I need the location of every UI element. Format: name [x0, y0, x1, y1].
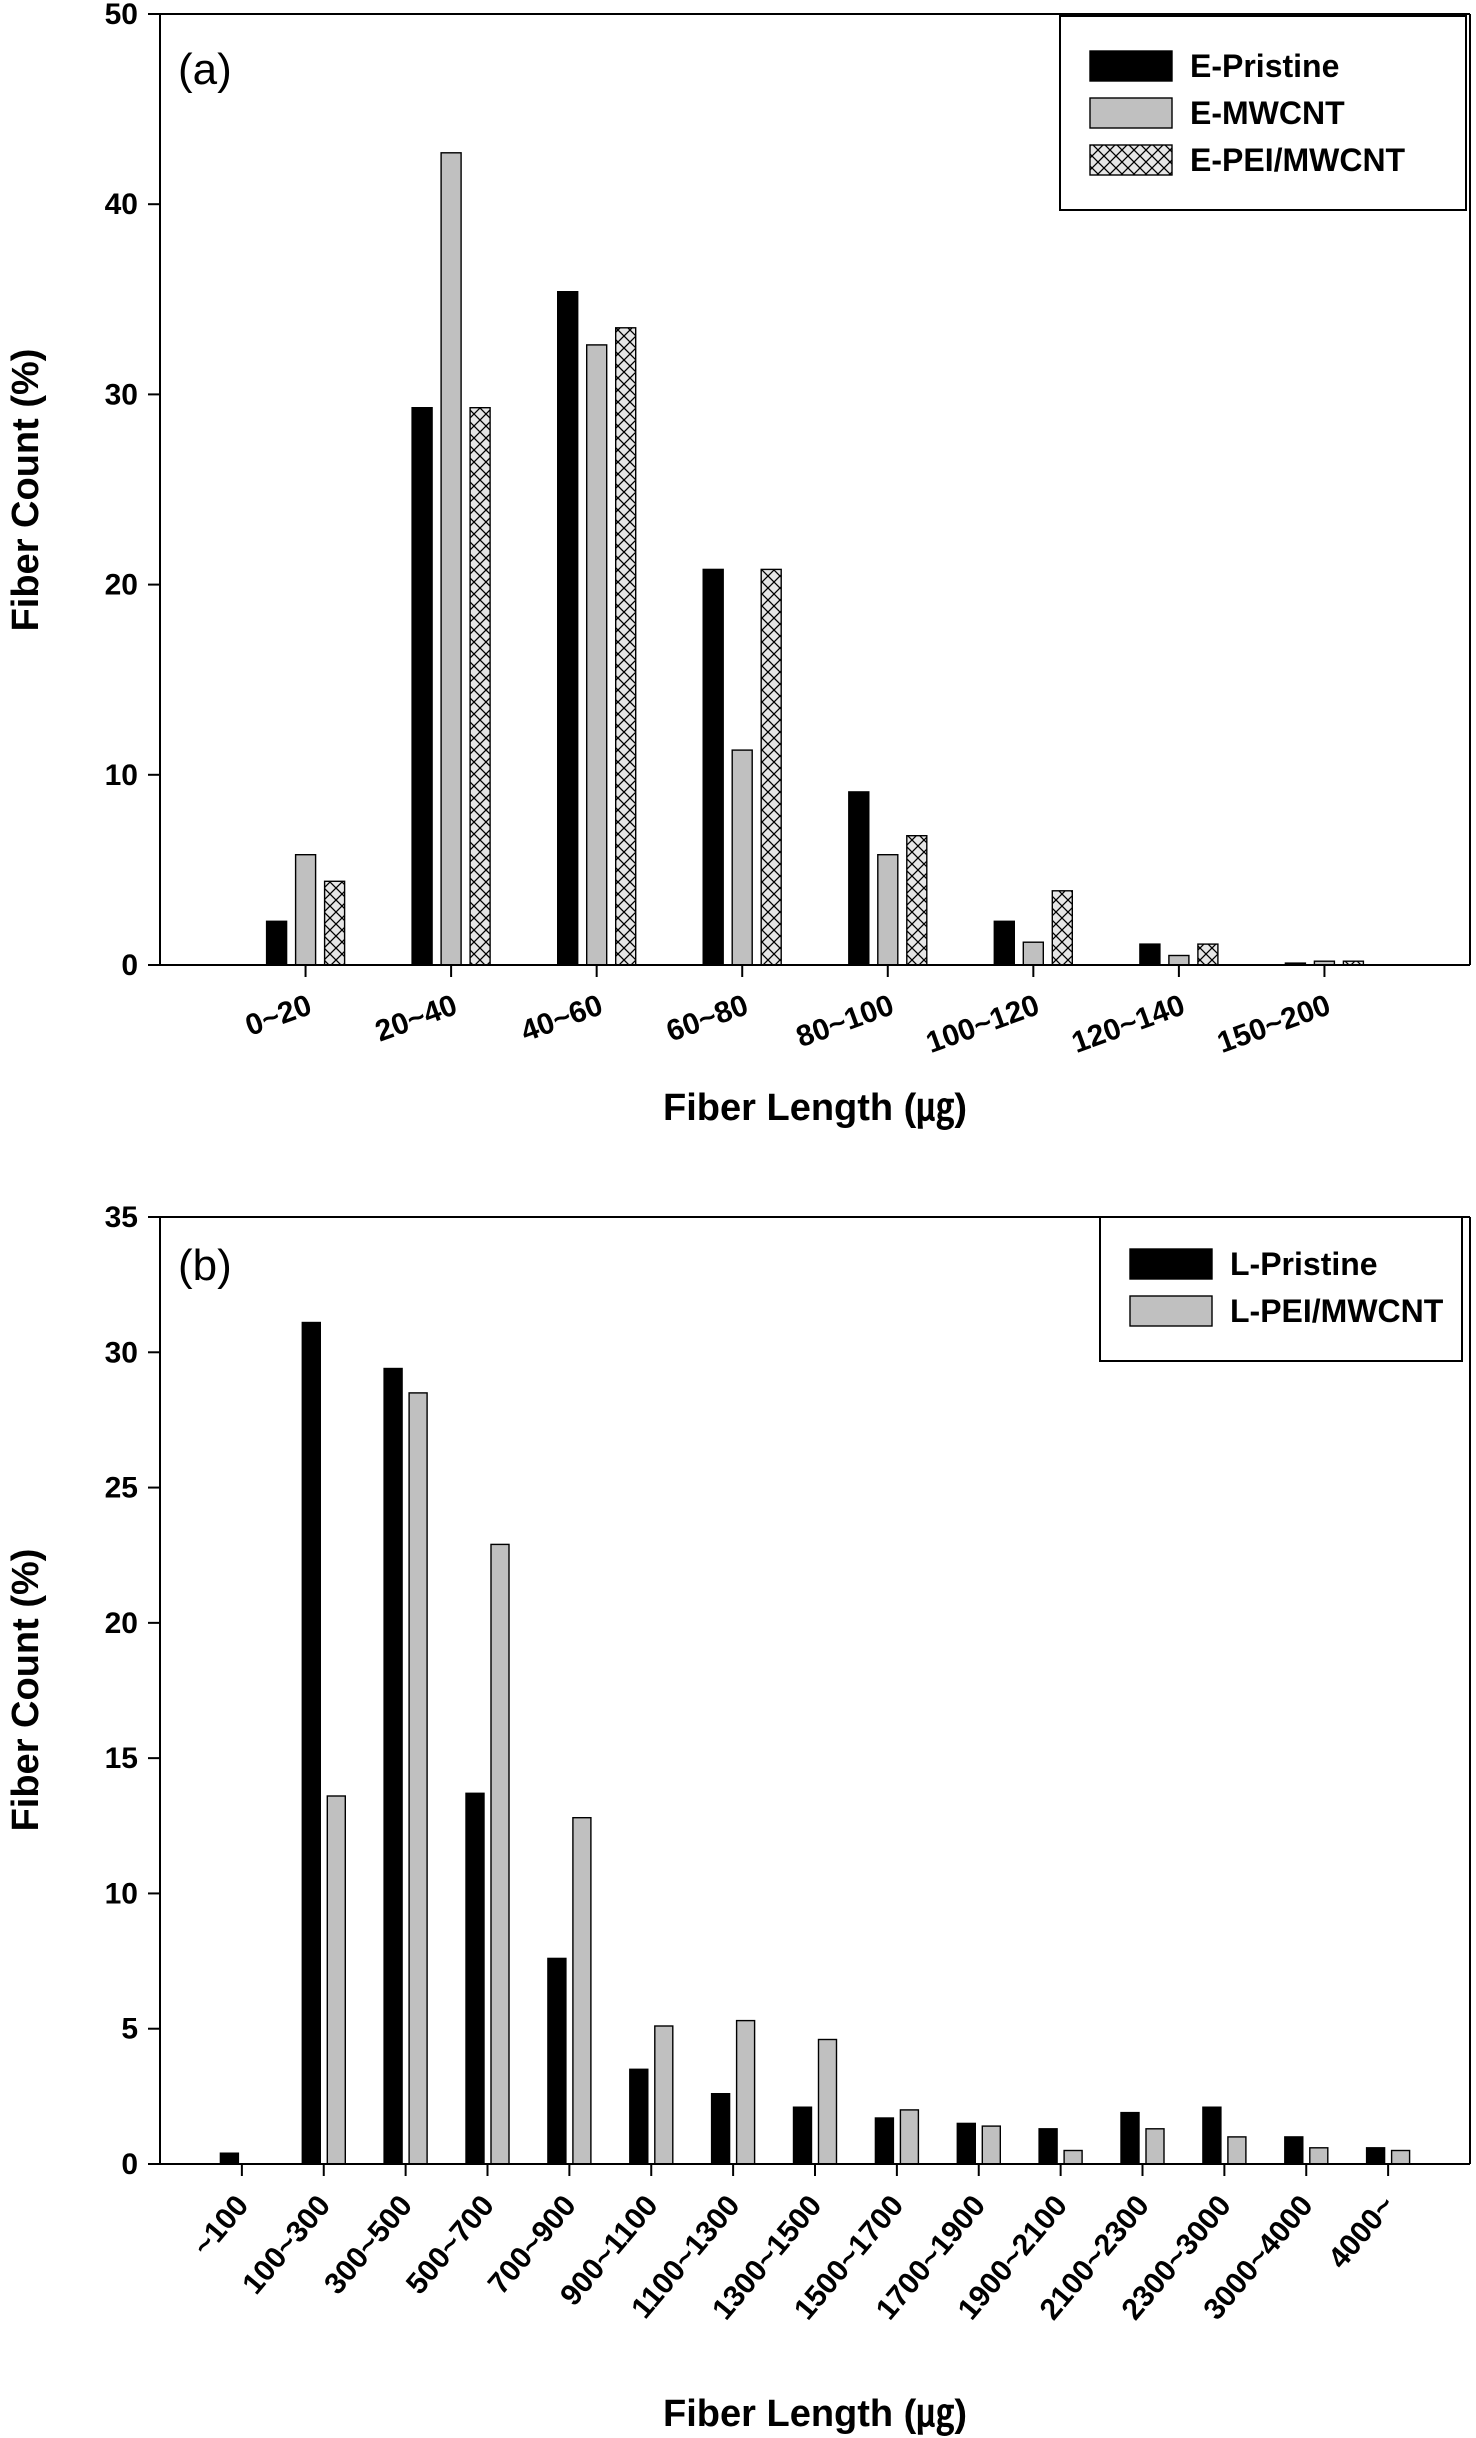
y-tick-label: 20: [105, 569, 138, 602]
bar: [408, 1392, 428, 2165]
bar: [615, 327, 637, 966]
bar: [557, 291, 579, 966]
bar: [1390, 2149, 1411, 2165]
bar: [760, 568, 782, 966]
bar: [1038, 2128, 1058, 2165]
bar: [731, 749, 753, 966]
y-tick-label: 0: [121, 949, 138, 982]
bar: [1227, 2136, 1247, 2165]
bar: [1051, 890, 1074, 966]
x-tick-label: 80~100: [792, 989, 898, 1055]
bar: [874, 2117, 895, 2165]
y-tick-label: 10: [105, 1877, 138, 1910]
y-tick-label: 5: [121, 2013, 138, 2046]
y-axis-title: Fiber Count (%): [5, 1549, 47, 1832]
y-tick-label: 10: [105, 759, 138, 792]
y-tick-label: 30: [105, 378, 138, 411]
bar: [735, 2019, 756, 2165]
bar: [411, 407, 433, 966]
bar: [877, 854, 899, 966]
panel-label: (a): [178, 45, 232, 94]
bar: [993, 920, 1015, 966]
x-axis-title: Fiber Length (㎍): [663, 2393, 967, 2437]
bar: [1365, 2147, 1386, 2165]
x-tick-label: 60~80: [662, 989, 752, 1049]
bar: [1168, 954, 1190, 966]
legend-swatch: [1089, 144, 1173, 176]
y-tick-label: 25: [105, 1472, 138, 1505]
bar: [899, 2109, 920, 2165]
bar: [1197, 943, 1219, 966]
y-tick-label: 40: [105, 188, 138, 221]
legend-label: E-MWCNT: [1190, 95, 1345, 131]
bar: [654, 2025, 674, 2165]
x-tick-label: 40~60: [517, 989, 607, 1049]
bar: [981, 2125, 1001, 2165]
panel-label: (b): [178, 1241, 232, 1290]
legend-box: [1099, 1216, 1463, 1362]
bar: [440, 152, 462, 966]
legend-label: L-Pristine: [1230, 1246, 1378, 1282]
bar: [710, 2092, 731, 2165]
y-tick-label: 50: [105, 0, 138, 31]
legend-swatch: [1089, 97, 1173, 129]
x-tick-label: 0~20: [241, 989, 316, 1043]
bar: [906, 835, 928, 966]
bar: [1309, 2147, 1329, 2165]
bar: [572, 1816, 592, 2165]
x-tick-label: 100~120: [922, 989, 1044, 1060]
bar: [817, 2038, 838, 2165]
bar: [294, 854, 317, 966]
bar: [1120, 2111, 1140, 2165]
x-tick-label: 20~40: [371, 989, 461, 1049]
legend-swatch: [1129, 1248, 1213, 1280]
y-axis-title: Fiber Count (%): [5, 349, 47, 632]
y-tick-label: 15: [105, 1742, 138, 1775]
y-tick-label: 35: [105, 1201, 138, 1234]
bar: [383, 1367, 403, 2165]
bar: [586, 344, 608, 966]
bar: [629, 2068, 649, 2165]
bar: [323, 880, 346, 966]
bar: [1202, 2106, 1222, 2165]
bar: [1284, 2136, 1304, 2165]
x-tick-label: 150~200: [1213, 989, 1335, 1060]
bar: [265, 920, 288, 966]
bar: [792, 2106, 813, 2165]
chart-panel-b: 05101520253035~100100~300300~500500~7007…: [5, 1201, 1471, 2437]
bar: [490, 1543, 510, 2165]
bar: [1022, 941, 1044, 966]
bar: [848, 791, 870, 966]
y-tick-label: 0: [121, 2148, 138, 2181]
y-tick-label: 20: [105, 1607, 138, 1640]
legend-label: L-PEI/MWCNT: [1230, 1293, 1444, 1329]
bar: [326, 1795, 346, 2165]
legend-swatch: [1089, 50, 1173, 82]
x-tick-label: 4000~: [1322, 2189, 1401, 2275]
bar: [547, 1957, 567, 2165]
x-axis-title: Fiber Length (㎍): [663, 1087, 967, 1131]
bar: [702, 568, 724, 966]
legend-label: E-PEI/MWCNT: [1190, 142, 1406, 178]
bar: [469, 407, 491, 966]
bar: [956, 2122, 976, 2165]
bar: [219, 2152, 240, 2165]
bar: [301, 1321, 321, 2165]
y-tick-label: 30: [105, 1336, 138, 1369]
x-tick-label: ~100: [187, 2189, 256, 2262]
x-tick-label: 120~140: [1067, 989, 1189, 1060]
bar: [1063, 2149, 1083, 2165]
chart-panel-a: 0 10 20 30 40 50 0~20 20~40 40~60 60~80 80~100 100~…: [5, 0, 1471, 1131]
bar: [1145, 2128, 1165, 2165]
legend-label: E-Pristine: [1190, 48, 1339, 84]
legend-swatch: [1129, 1295, 1213, 1327]
bar: [1139, 943, 1161, 966]
bar: [465, 1792, 485, 2165]
